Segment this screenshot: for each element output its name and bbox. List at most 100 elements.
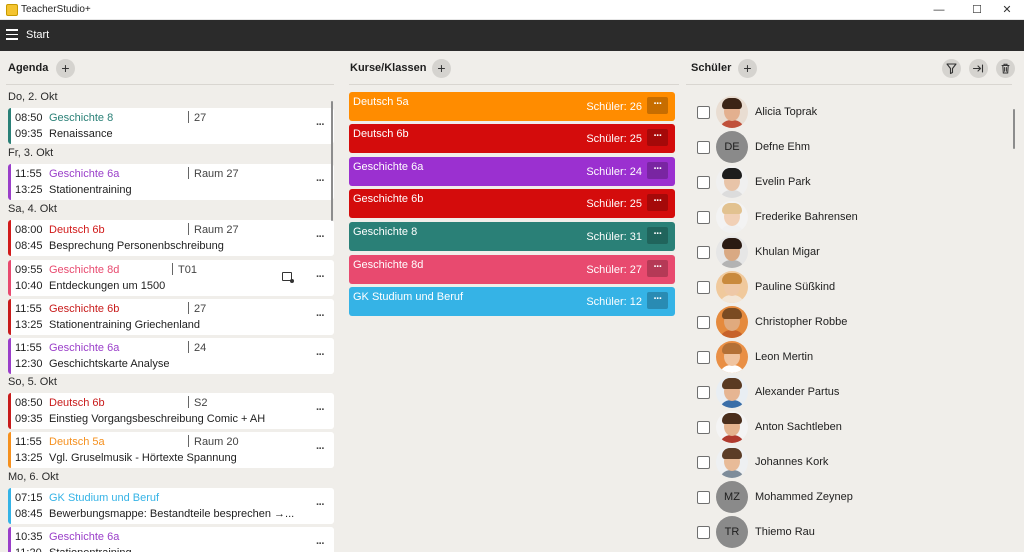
add-kurs-button[interactable]: +: [432, 59, 451, 78]
course-card[interactable]: Geschichte 6b Schüler: 25 ···: [349, 189, 675, 218]
agenda-event[interactable]: 11:55 13:25 Deutsch 5a Raum 20 Vgl. Gruselmu…: [8, 432, 334, 468]
student-checkbox[interactable]: [697, 491, 710, 504]
course-card[interactable]: Geschichte 8 Schüler: 31 ···: [349, 222, 675, 251]
event-room: 27: [194, 112, 207, 124]
student-checkbox[interactable]: [697, 176, 710, 189]
event-more-button[interactable]: ···: [316, 271, 325, 283]
event-course-link[interactable]: Geschichte 6a: [49, 168, 120, 180]
event-course-link[interactable]: Deutsch 6b: [49, 224, 105, 236]
course-card[interactable]: Geschichte 8d Schüler: 27 ···: [349, 255, 675, 284]
agenda-event[interactable]: 07:15 08:45 GK Studium und Beruf Bewerbungs…: [8, 488, 334, 524]
avatar-hair: [722, 98, 742, 109]
student-checkbox[interactable]: [697, 316, 710, 329]
student-row[interactable]: Pauline Süßkind: [696, 270, 1006, 305]
filter-button[interactable]: [942, 59, 961, 78]
student-checkbox[interactable]: [697, 526, 710, 539]
event-course-link[interactable]: Geschichte 6a: [49, 531, 120, 543]
student-checkbox[interactable]: [697, 351, 710, 364]
student-checkbox[interactable]: [697, 281, 710, 294]
minimize-button[interactable]: —: [933, 4, 945, 16]
course-more-button[interactable]: ···: [647, 129, 668, 146]
course-more-button[interactable]: ···: [647, 97, 668, 114]
agenda-event[interactable]: 09:55 10:40 Geschichte 8d T01 Entdeckungen u…: [8, 260, 334, 296]
course-card[interactable]: GK Studium und Beruf Schüler: 12 ···: [349, 287, 675, 316]
agenda-event[interactable]: 10:35 11:20 Geschichte 6a Stationentraining…: [8, 527, 334, 552]
student-row[interactable]: Leon Mertin: [696, 340, 1006, 375]
maximize-button[interactable]: ☐: [972, 4, 982, 16]
event-more-button[interactable]: ···: [316, 310, 325, 322]
event-course-link[interactable]: Geschichte 6b: [49, 303, 120, 315]
add-agenda-button[interactable]: +: [56, 59, 75, 78]
event-more-button[interactable]: ···: [316, 231, 325, 243]
student-row[interactable]: TR Thiemo Rau: [696, 515, 1006, 550]
avatar-hair: [722, 343, 742, 354]
agenda-list[interactable]: Do, 2. Okt 08:50 09:35 Geschichte 8 27 Renais…: [0, 89, 340, 552]
course-student-count: Schüler: 25: [586, 198, 642, 210]
agenda-event[interactable]: 08:50 09:35 Deutsch 6b S2 Einstieg Vorgangsb…: [8, 393, 334, 429]
agenda-scrollbar[interactable]: [331, 101, 333, 221]
student-checkbox[interactable]: [697, 246, 710, 259]
event-course-link[interactable]: Deutsch 6b: [49, 397, 105, 409]
agenda-event[interactable]: 11:55 12:30 Geschichte 6a 24 Geschichtskarte…: [8, 338, 334, 374]
event-course-link[interactable]: Geschichte 8d: [49, 264, 120, 276]
student-row[interactable]: MZ Mohammed Zeynep: [696, 480, 1006, 515]
student-checkbox[interactable]: [697, 211, 710, 224]
event-more-button[interactable]: ···: [316, 538, 325, 550]
add-schueler-button[interactable]: +: [738, 59, 757, 78]
student-checkbox[interactable]: [697, 106, 710, 119]
student-row[interactable]: Anton Sachtleben: [696, 410, 1006, 445]
course-more-button[interactable]: ···: [647, 162, 668, 179]
event-more-button[interactable]: ···: [316, 404, 325, 416]
student-checkbox[interactable]: [697, 386, 710, 399]
event-start-time: 09:55: [15, 264, 43, 276]
student-checkbox[interactable]: [697, 141, 710, 154]
course-name: Geschichte 8d: [353, 259, 424, 271]
event-title: Vgl. Gruselmusik - Hörtexte Spannung: [49, 452, 237, 464]
agenda-event[interactable]: 11:55 13:25 Geschichte 6a Raum 27 Stationent…: [8, 164, 334, 200]
course-color-bar: [8, 338, 11, 374]
student-row[interactable]: Evelin Park: [696, 165, 1006, 200]
export-button[interactable]: [969, 59, 988, 78]
course-more-button[interactable]: ···: [647, 227, 668, 244]
course-color-bar: [8, 299, 11, 335]
agenda-day-label: Sa, 4. Okt: [8, 203, 57, 215]
event-end-time: 11:20: [15, 547, 42, 552]
student-checkbox[interactable]: [697, 421, 710, 434]
event-course-link[interactable]: GK Studium und Beruf: [49, 492, 160, 504]
event-separator: [188, 111, 189, 123]
student-row[interactable]: Alexander Partus: [696, 375, 1006, 410]
event-more-button[interactable]: ···: [316, 119, 325, 131]
student-row[interactable]: Johannes Kork: [696, 445, 1006, 480]
event-room: T01: [178, 264, 197, 276]
event-more-button[interactable]: ···: [316, 349, 325, 361]
student-row[interactable]: DE Defne Ehm: [696, 130, 1006, 165]
course-card[interactable]: Geschichte 6a Schüler: 24 ···: [349, 157, 675, 186]
student-row[interactable]: Khulan Migar: [696, 235, 1006, 270]
schueler-scrollbar[interactable]: [1013, 109, 1015, 149]
agenda-event[interactable]: 08:00 08:45 Deutsch 6b Raum 27 Besprechung P…: [8, 220, 334, 256]
agenda-event[interactable]: 08:50 09:35 Geschichte 8 27 Renaissance ···: [8, 108, 334, 144]
event-more-button[interactable]: ···: [316, 443, 325, 455]
student-row[interactable]: Frederike Bahrensen: [696, 200, 1006, 235]
course-more-button[interactable]: ···: [647, 260, 668, 277]
agenda-event[interactable]: 11:55 13:25 Geschichte 6b 27 Stationentraini…: [8, 299, 334, 335]
course-card[interactable]: Deutsch 6b Schüler: 25 ···: [349, 124, 675, 153]
course-card[interactable]: Deutsch 5a Schüler: 26 ···: [349, 92, 675, 121]
hamburger-menu-icon[interactable]: [6, 29, 18, 41]
event-course-link[interactable]: Deutsch 5a: [49, 436, 105, 448]
event-more-button[interactable]: ···: [316, 175, 325, 187]
event-course-link[interactable]: Geschichte 8: [49, 112, 114, 124]
close-button[interactable]: ✕: [1002, 4, 1012, 16]
student-row[interactable]: Christopher Robbe: [696, 305, 1006, 340]
student-avatar-initials: TR: [716, 516, 748, 548]
student-checkbox[interactable]: [697, 456, 710, 469]
agenda-header: Agenda +: [0, 51, 340, 84]
event-more-button[interactable]: ···: [316, 499, 325, 511]
student-row[interactable]: Alicia Toprak: [696, 95, 1006, 130]
course-more-button[interactable]: ···: [647, 194, 668, 211]
notes-icon[interactable]: [282, 272, 294, 283]
delete-button[interactable]: [996, 59, 1015, 78]
event-course-link[interactable]: Geschichte 6a: [49, 342, 120, 354]
course-more-button[interactable]: ···: [647, 292, 668, 309]
avatar-shoulders: [719, 190, 745, 198]
